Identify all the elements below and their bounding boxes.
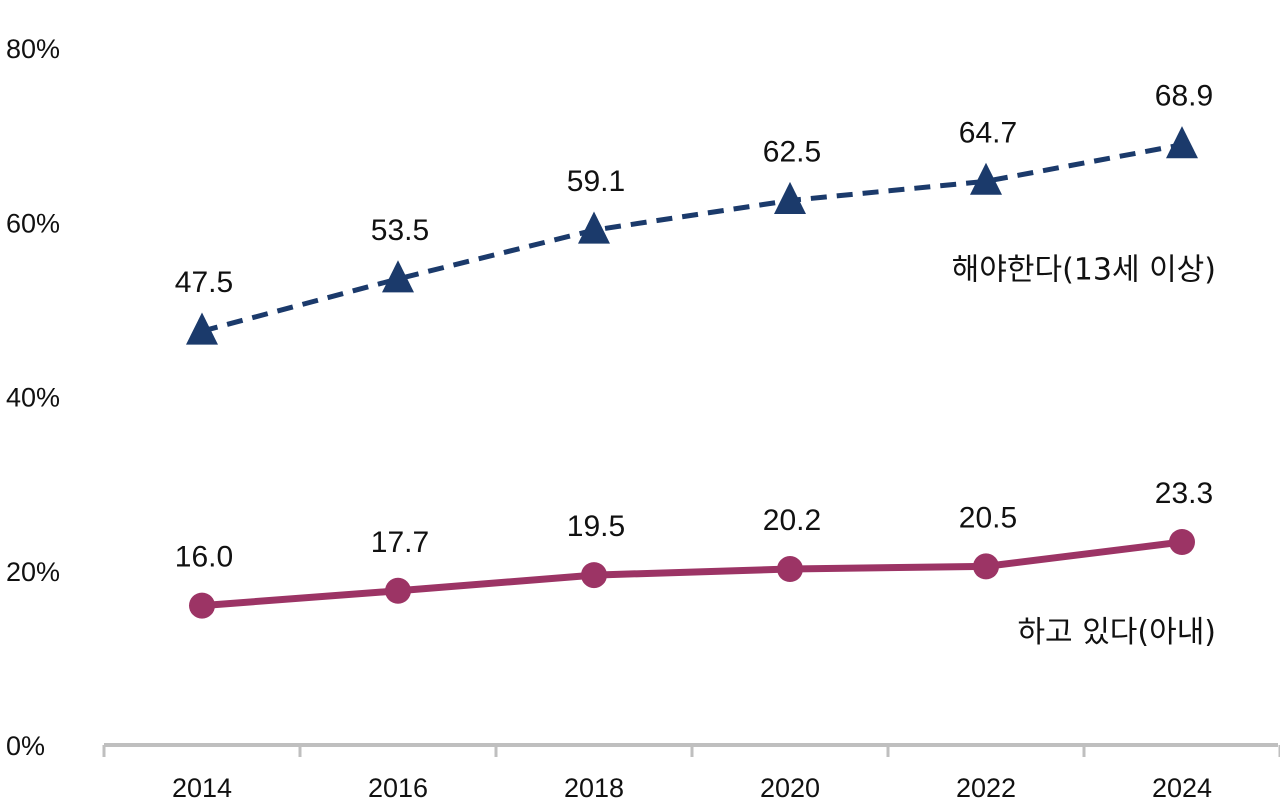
data-label: 19.5 — [567, 510, 625, 543]
series-lines — [201, 142, 1183, 610]
y-tick-label: 80% — [6, 34, 60, 64]
data-label: 47.5 — [175, 266, 233, 299]
data-label: 17.7 — [371, 526, 429, 559]
data-point-triangle — [382, 260, 414, 293]
y-tick-label: 60% — [6, 208, 60, 238]
data-point-circle — [1169, 528, 1195, 555]
x-axis — [102, 743, 1280, 757]
data-point-circle — [973, 553, 999, 580]
x-tick-label: 2018 — [564, 773, 624, 803]
series-line — [201, 142, 1183, 334]
data-label: 20.2 — [763, 504, 821, 537]
y-tick-label: 20% — [6, 557, 60, 587]
data-label: 62.5 — [763, 135, 821, 168]
data-label: 59.1 — [567, 165, 625, 198]
x-tick-label: 2024 — [1152, 773, 1212, 803]
data-label: 53.5 — [371, 214, 429, 247]
data-label: 68.9 — [1155, 80, 1213, 113]
x-tick-label: 2022 — [956, 773, 1016, 803]
data-point-circle — [385, 577, 411, 604]
data-point-circle — [189, 592, 215, 619]
data-label: 20.5 — [959, 501, 1017, 534]
x-tick-label: 2020 — [760, 773, 820, 803]
data-labels: 47.5 53.5 59.1 62.5 64.7 68.9 16.0 17.7 19.5 20.2… — [175, 80, 1213, 574]
x-tick-label: 2014 — [172, 773, 232, 803]
y-axis-tick-labels: 0% 20% 40% 60% 80% — [6, 34, 60, 761]
data-point-triangle — [1166, 126, 1198, 159]
data-label: 64.7 — [959, 116, 1017, 149]
data-point-triangle — [970, 162, 1002, 195]
y-tick-label: 40% — [6, 383, 60, 413]
data-point-triangle — [186, 312, 218, 345]
y-tick-label: 0% — [6, 731, 45, 761]
data-label: 16.0 — [175, 541, 233, 574]
series-markers — [186, 126, 1198, 619]
data-point-triangle — [578, 211, 610, 244]
data-label: 23.3 — [1155, 477, 1213, 510]
x-axis-tick-labels: 2014 2016 2018 2020 2022 2024 — [172, 773, 1212, 803]
series-line — [201, 538, 1183, 610]
data-point-triangle — [774, 181, 806, 214]
data-point-circle — [581, 562, 607, 589]
data-point-circle — [777, 556, 803, 583]
series-labels: 해야한다(13세 이상) 하고 있다(아내) — [952, 253, 1216, 650]
series-name-label: 해야한다(13세 이상) — [952, 253, 1216, 288]
series-name-label: 하고 있다(아내) — [1017, 615, 1216, 650]
x-tick-label: 2016 — [368, 773, 428, 803]
